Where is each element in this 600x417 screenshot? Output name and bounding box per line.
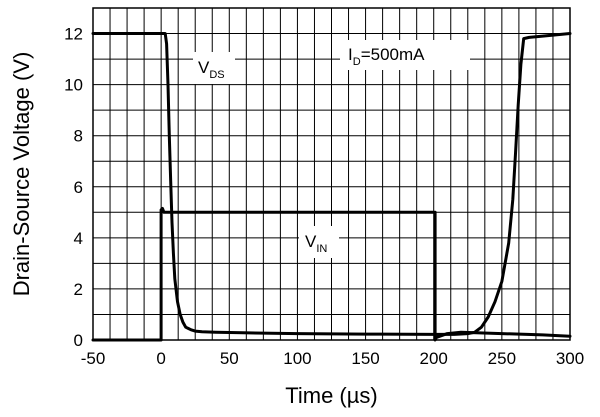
annotation-suffix: =500mA — [361, 45, 425, 64]
annotation-subscript: IN — [316, 243, 327, 255]
series-annotation: VDS — [198, 58, 225, 81]
annotation-subscript: D — [353, 56, 361, 68]
y-tick-label: 12 — [64, 25, 83, 44]
y-tick-label: 10 — [64, 76, 83, 95]
x-tick-label: 250 — [488, 349, 516, 368]
y-axis-title: Drain-Source Voltage (V) — [9, 52, 34, 297]
y-tick-label: 6 — [74, 178, 83, 197]
y-tick-label: 2 — [74, 280, 83, 299]
annotation-background — [340, 40, 470, 70]
series-layer — [91, 32, 572, 342]
annotation-main: V — [198, 58, 210, 77]
annotation-main: V — [305, 232, 317, 251]
x-axis-title: Time (µs) — [285, 383, 378, 408]
series-annotation: ID=500mA — [348, 45, 425, 68]
annotation-subscript: DS — [209, 69, 224, 81]
x-tick-label: 0 — [156, 349, 165, 368]
series-line-1 — [91, 207, 572, 342]
annotation-background — [299, 226, 339, 258]
y-tick-label: 4 — [74, 229, 83, 248]
plot-frame — [92, 7, 571, 341]
series-annotation: VIN — [305, 232, 327, 255]
x-tick-label: 100 — [283, 349, 311, 368]
annotation-main: I — [348, 45, 353, 64]
y-tick-label: 0 — [74, 331, 83, 350]
y-tick-label: 8 — [74, 127, 83, 146]
x-tick-label: 200 — [420, 349, 448, 368]
x-tick-label: -50 — [81, 349, 106, 368]
series-line-0 — [91, 32, 572, 336]
x-tick-label: 300 — [556, 349, 584, 368]
x-tick-label: 150 — [351, 349, 379, 368]
x-tick-label: 50 — [220, 349, 239, 368]
annotation-background — [193, 52, 235, 84]
